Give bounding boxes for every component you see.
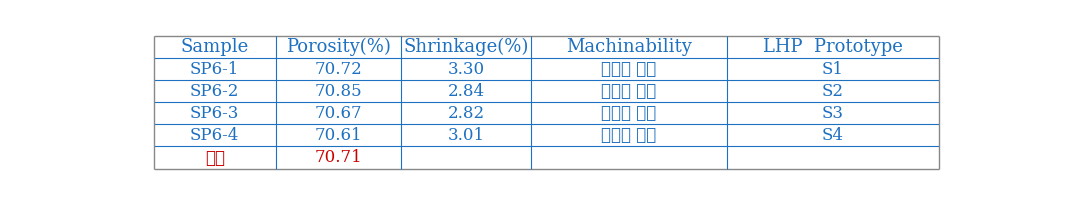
Text: 70.85: 70.85 bbox=[314, 83, 362, 100]
Text: S4: S4 bbox=[822, 127, 844, 144]
Text: 3.01: 3.01 bbox=[448, 127, 484, 144]
Text: 70.61: 70.61 bbox=[314, 127, 362, 144]
Text: SP6-4: SP6-4 bbox=[190, 127, 240, 144]
Text: 평균: 평균 bbox=[205, 148, 225, 167]
Text: Machinability: Machinability bbox=[566, 38, 692, 56]
Text: 70.67: 70.67 bbox=[314, 105, 362, 122]
Text: Shrinkage(%): Shrinkage(%) bbox=[403, 38, 529, 56]
Text: 2.84: 2.84 bbox=[448, 83, 484, 100]
Text: Sample: Sample bbox=[180, 38, 248, 56]
Text: 3.30: 3.30 bbox=[448, 61, 484, 78]
Text: SP6-3: SP6-3 bbox=[190, 105, 240, 122]
Text: 70.72: 70.72 bbox=[314, 61, 362, 78]
Text: 가공성 적정: 가공성 적정 bbox=[601, 104, 657, 122]
Text: S1: S1 bbox=[822, 61, 844, 78]
Text: 가공성 적정: 가공성 적정 bbox=[601, 60, 657, 78]
Text: Porosity(%): Porosity(%) bbox=[286, 38, 391, 56]
Text: 70.71: 70.71 bbox=[314, 149, 362, 166]
Text: 가공성 적정: 가공성 적정 bbox=[601, 127, 657, 144]
Text: 2.82: 2.82 bbox=[448, 105, 484, 122]
Text: LHP  Prototype: LHP Prototype bbox=[763, 38, 903, 56]
Text: S3: S3 bbox=[822, 105, 844, 122]
Text: SP6-1: SP6-1 bbox=[190, 61, 240, 78]
Text: S2: S2 bbox=[822, 83, 844, 100]
Text: SP6-2: SP6-2 bbox=[190, 83, 240, 100]
Text: 가공성 적정: 가공성 적정 bbox=[601, 82, 657, 100]
